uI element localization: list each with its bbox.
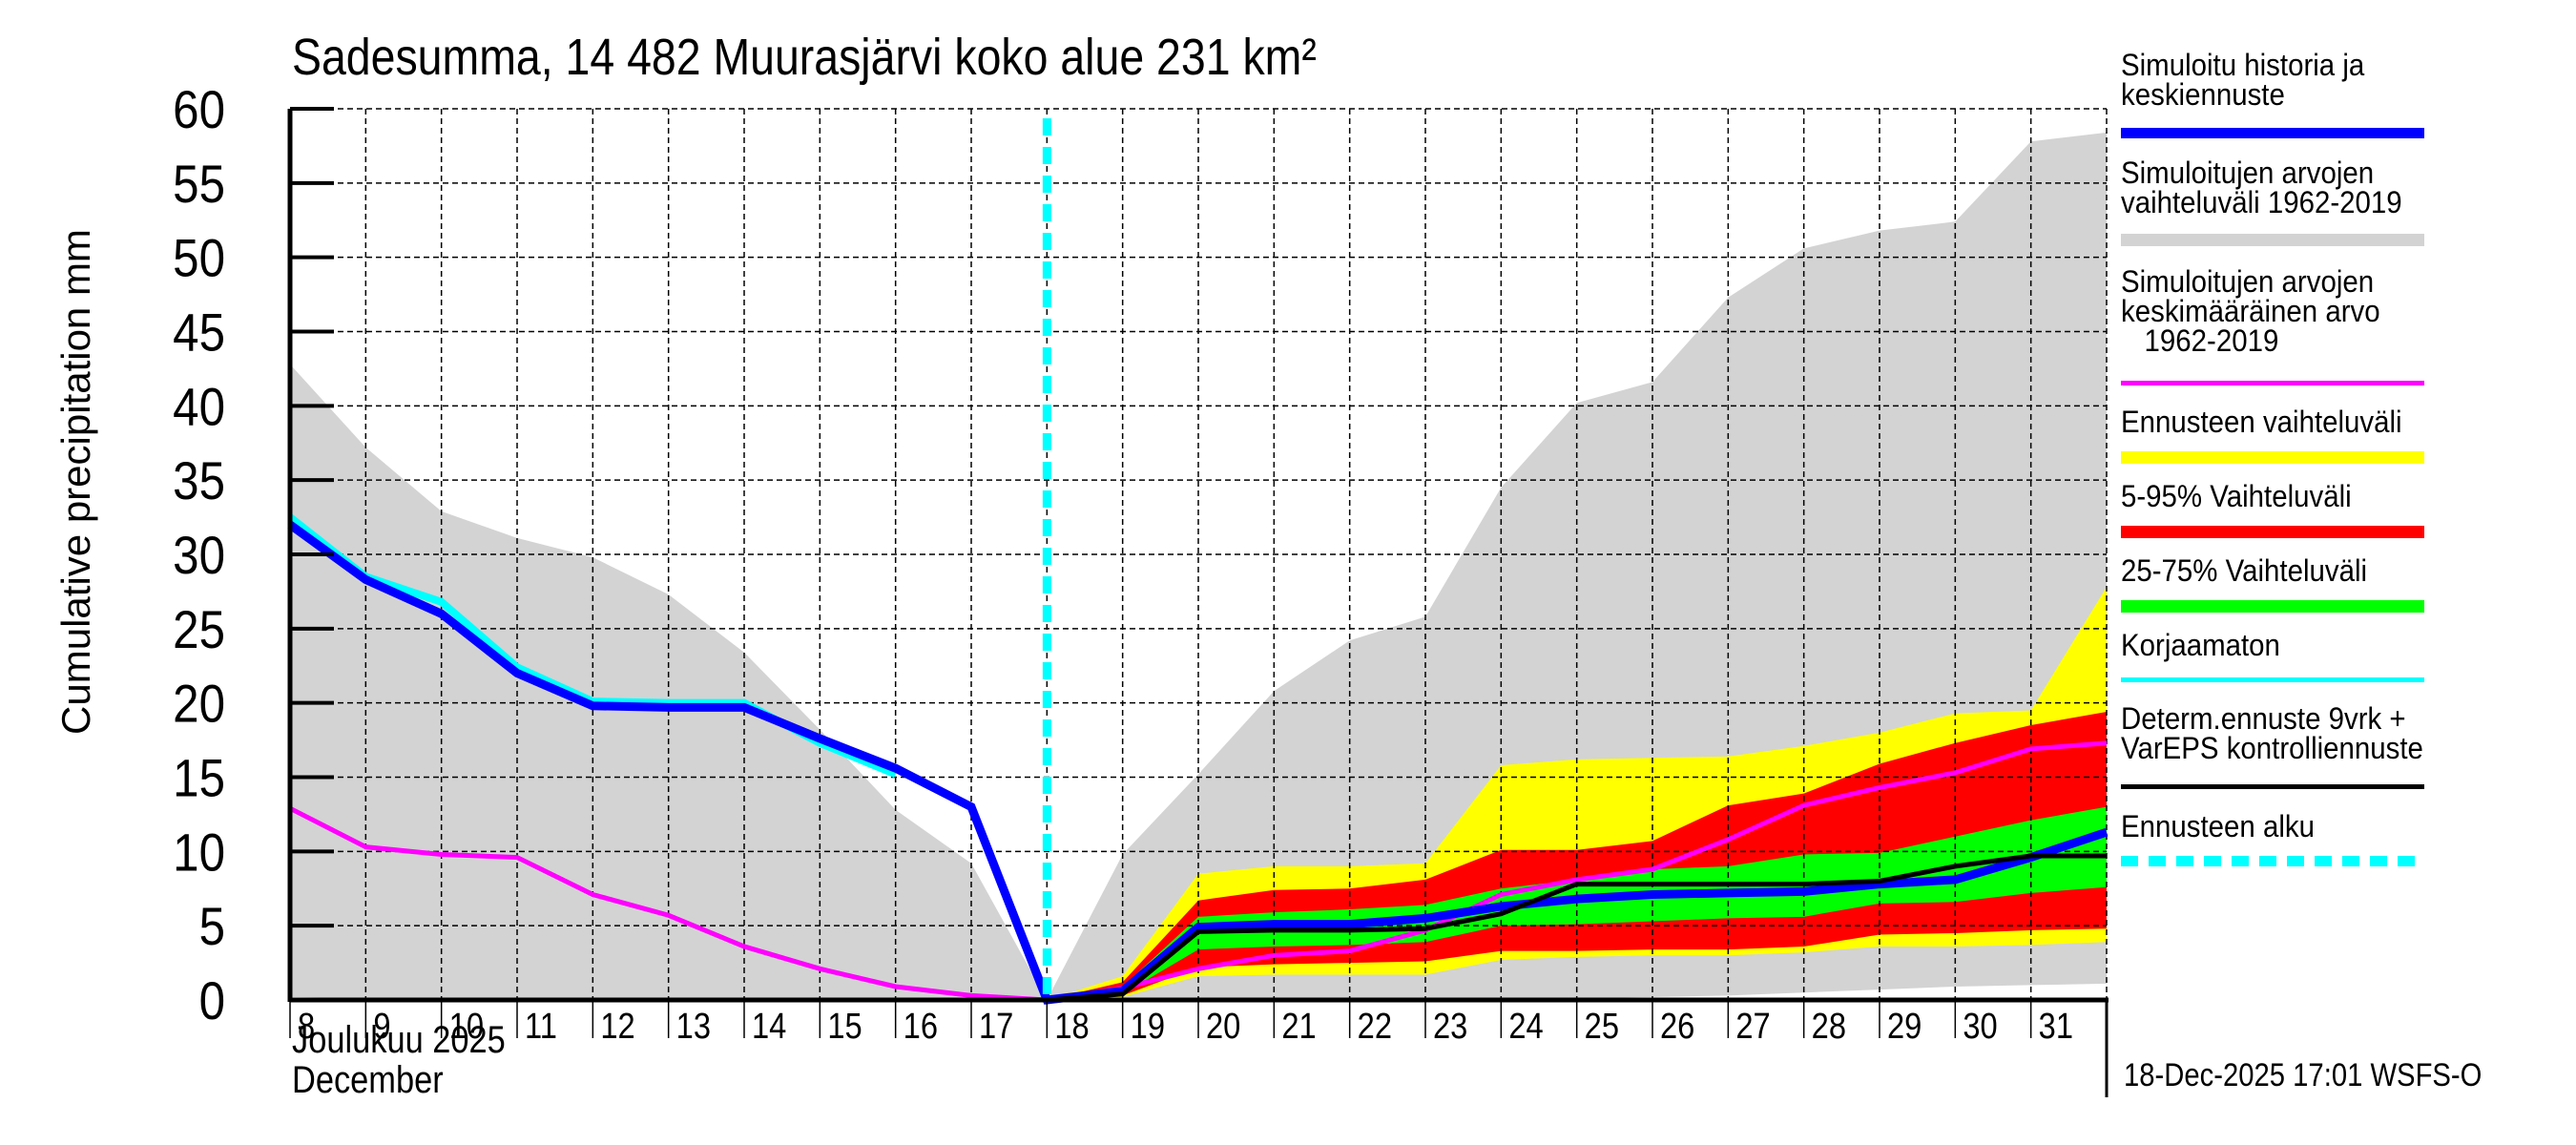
y-tick-label: 55 (173, 155, 225, 215)
line-simuloitujen-arvojen-keskim-r-inen-arvo-1962-2019 (288, 740, 2108, 1003)
y-tick-label: 35 (173, 451, 225, 511)
legend-swatch-25-75 (2121, 600, 2424, 613)
legend-swatch-forecast-start (2121, 856, 2424, 866)
lines-layer (287, 118, 2109, 1005)
timestamp: 18-Dec-2025 17:01 WSFS-O (2124, 1057, 2483, 1093)
x-tick-label: 28 (1812, 1006, 1846, 1047)
grid-layer (290, 108, 2108, 1000)
legend-swatch-history (2121, 128, 2424, 138)
x-axis-month-fi: Joulukuu 2025 (292, 1019, 506, 1061)
legend-swatch-mean (2121, 381, 2424, 385)
x-tick-label: 15 (827, 1006, 862, 1047)
x-tick-label: 23 (1433, 1006, 1467, 1047)
axes-layer: 0 5 10 15 20 25 30 35 40 45 50 55 60 8 9 10 11 12 13 14 15 16… (173, 80, 2109, 1097)
y-tick-label: 20 (173, 675, 225, 735)
y-tick-label: 5 (199, 897, 225, 957)
x-tick-label: 24 (1508, 1006, 1543, 1047)
x-tick-label: 14 (752, 1006, 786, 1047)
x-tick-label: 12 (600, 1006, 634, 1047)
x-tick-label: 18 (1054, 1006, 1089, 1047)
legend-swatch-5-95 (2121, 526, 2424, 538)
legend-label-forecast-range: Ennusteen vaihteluväli (2121, 405, 2402, 439)
legend-swatch-range (2121, 234, 2424, 246)
chart-title: Sadesumma, 14 482 Muurasjärvi koko alue … (292, 29, 1317, 86)
legend-label-forecast-start: Ennusteen alku (2121, 809, 2315, 843)
x-tick-label: 10 (449, 1006, 484, 1047)
y-tick-label: 45 (173, 303, 225, 364)
x-tick-label: 22 (1358, 1006, 1392, 1047)
x-tick-label: 30 (1963, 1006, 1997, 1047)
x-tick-label: 31 (2039, 1006, 2073, 1047)
x-tick-label: 11 (525, 1006, 557, 1047)
legend-label-5-95: 5-95% Vaihteluväli (2121, 479, 2352, 513)
y-tick-label: 25 (173, 600, 225, 660)
legend-label-uncorrected: Korjaamaton (2121, 628, 2280, 662)
y-tick-label: 40 (173, 377, 225, 437)
y-tick-label: 30 (173, 526, 225, 586)
x-tick-label: 19 (1131, 1006, 1165, 1047)
x-tick-label: 16 (904, 1006, 938, 1047)
x-tick-label: 9 (373, 1006, 390, 1047)
x-tick-label: 25 (1585, 1006, 1619, 1047)
y-tick-label: 15 (173, 749, 225, 809)
x-tick-label: 20 (1206, 1006, 1240, 1047)
line-determ-ennuste-9vrk-vareps-kontrolliennuste (1047, 853, 2107, 1003)
line-simuloitu-historia-ja-keskiennuste (287, 521, 2109, 1005)
x-tick-label: 27 (1735, 1006, 1770, 1047)
x-tick-label: 21 (1281, 1006, 1316, 1047)
x-axis-month-en: December (292, 1059, 444, 1101)
legend-label-mean: Simuloitujen arvojen keskimääräinen arvo… (2121, 264, 2380, 358)
legend-swatch-deterministic (2121, 784, 2424, 789)
legend-swatch-forecast-range (2121, 451, 2424, 464)
x-tick-label: 13 (676, 1006, 711, 1047)
legend-label-history: Simuloitu historia ja keskiennuste (2121, 48, 2365, 112)
y-axis-label: Cumulative precipitation mm (53, 229, 98, 735)
x-tick-label: 26 (1660, 1006, 1694, 1047)
x-tick-label: 29 (1887, 1006, 1922, 1047)
legend-swatch-uncorrected (2121, 677, 2424, 682)
x-tick-label: 8 (298, 1006, 315, 1047)
y-tick-label: 0 (199, 971, 225, 1031)
legend-label-range: Simuloitujen arvojen vaihteluväli 1962-2… (2121, 156, 2402, 219)
y-tick-label: 50 (173, 229, 225, 289)
legend-label-25-75: 25-75% Vaihteluväli (2121, 553, 2368, 588)
x-tick-label: 17 (979, 1006, 1013, 1047)
y-tick-label: 60 (173, 80, 225, 140)
y-tick-label: 10 (173, 822, 225, 883)
legend-label-deterministic: Determ.ennuste 9vrk + VarEPS kontrollien… (2121, 701, 2423, 765)
